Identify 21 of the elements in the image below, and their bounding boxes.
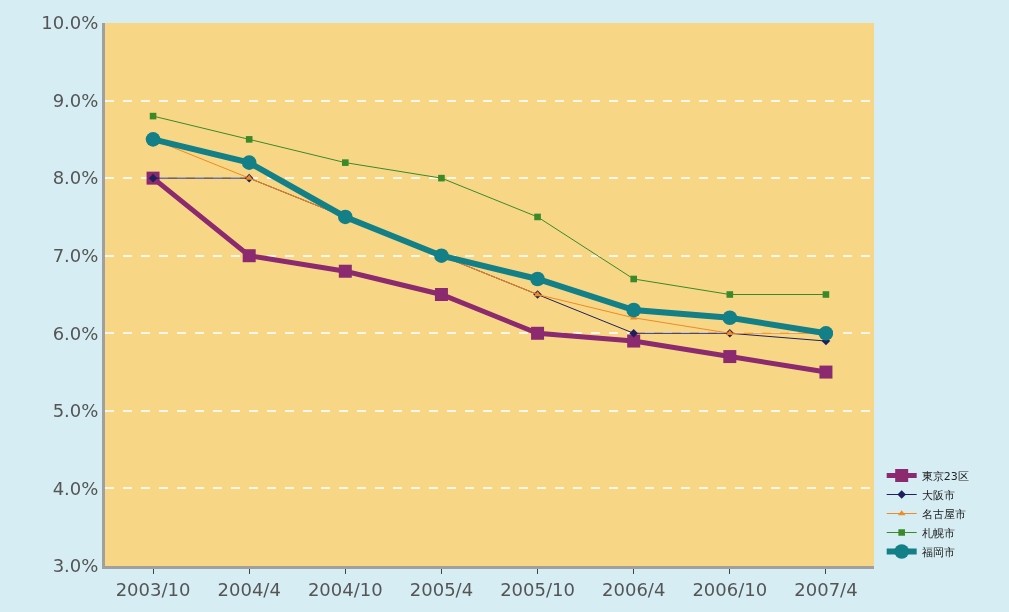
legend-label: 大阪市: [921, 488, 955, 502]
y-tick-label: 10.0%: [41, 12, 99, 34]
y-tick-label: 4.0%: [52, 477, 99, 499]
x-tick-label: 2005/4: [409, 578, 474, 600]
legend-label: 福岡市: [921, 545, 955, 559]
x-tick-label: 2007/4: [794, 578, 858, 600]
y-tick-label: 5.0%: [52, 400, 99, 422]
legend-label: 名古屋市: [921, 507, 966, 521]
x-tick-label: 2004/4: [217, 578, 281, 600]
y-tick-label: 9.0%: [52, 89, 99, 111]
x-tick-label: 2006/10: [692, 578, 768, 600]
legend-label: 札幌市: [921, 526, 955, 540]
y-tick-label: 7.0%: [52, 245, 99, 267]
y-tick-label: 3.0%: [52, 555, 99, 577]
x-tick-label: 2003/10: [115, 578, 191, 600]
x-tick-label: 2005/10: [500, 578, 575, 600]
x-tick-label: 2006/4: [602, 578, 666, 600]
y-tick-label: 8.0%: [52, 167, 99, 189]
x-tick-label: 2004/10: [307, 578, 383, 600]
legend-label: 東京23区: [921, 469, 969, 483]
y-tick-label: 6.0%: [52, 322, 99, 344]
